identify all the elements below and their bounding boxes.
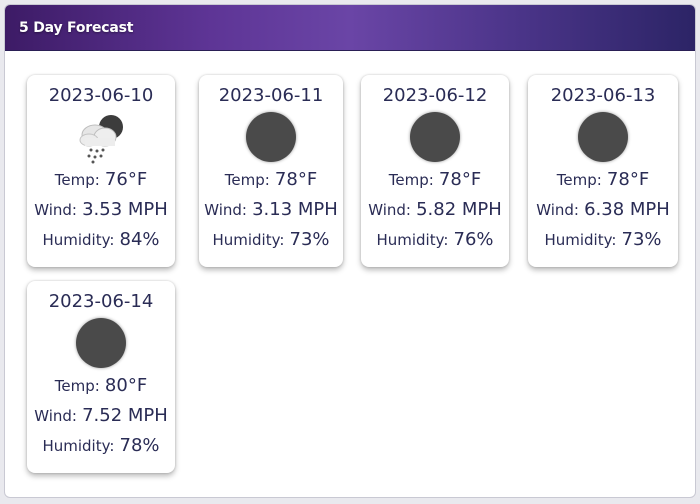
wind-stat: Wind: 3.13 MPH bbox=[199, 195, 343, 225]
forecast-date: 2023-06-14 bbox=[48, 291, 154, 312]
humidity-stat: Humidity: 73% bbox=[528, 225, 678, 255]
temp-stat: Temp: 80°F bbox=[27, 371, 175, 401]
forecast-date: 2023-06-10 bbox=[48, 85, 154, 106]
wind-stat: Wind: 3.53 MPH bbox=[27, 195, 175, 225]
humidity-value: 76% bbox=[453, 229, 494, 250]
temp-label: Temp: bbox=[556, 171, 602, 189]
forecast-date: 2023-06-13 bbox=[550, 85, 656, 106]
humidity-value: 73% bbox=[289, 229, 330, 250]
temp-label: Temp: bbox=[224, 171, 270, 189]
temp-stat: Temp: 76°F bbox=[27, 165, 175, 195]
moon-icon bbox=[246, 112, 296, 162]
forecast-date: 2023-06-11 bbox=[218, 85, 324, 106]
humidity-value: 73% bbox=[621, 229, 662, 250]
temp-stat: Temp: 78°F bbox=[528, 165, 678, 195]
panel-header: 5 Day Forecast bbox=[5, 5, 695, 51]
humidity-value: 78% bbox=[119, 435, 160, 456]
wind-label: Wind: bbox=[34, 407, 77, 425]
humidity-stat: Humidity: 73% bbox=[199, 225, 343, 255]
rain-cloud-night-icon bbox=[79, 115, 123, 164]
wind-value: 6.38 MPH bbox=[584, 199, 670, 220]
temp-label: Temp: bbox=[388, 171, 434, 189]
wind-value: 3.13 MPH bbox=[252, 199, 338, 220]
forecast-card-day-2: 2023-06-11 Temp: 78°F Wind: 3.13 MPH Hum… bbox=[199, 75, 343, 267]
humidity-label: Humidity: bbox=[376, 231, 449, 249]
temp-value: 78°F bbox=[606, 169, 650, 190]
forecast-date: 2023-06-12 bbox=[382, 85, 488, 106]
temp-stat: Temp: 78°F bbox=[361, 165, 509, 195]
wind-label: Wind: bbox=[368, 201, 411, 219]
wind-value: 3.53 MPH bbox=[82, 199, 168, 220]
humidity-label: Humidity: bbox=[42, 231, 115, 249]
temp-value: 78°F bbox=[274, 169, 318, 190]
humidity-stat: Humidity: 76% bbox=[361, 225, 509, 255]
forecast-panel: 5 Day Forecast 2023-06-10 bbox=[4, 4, 696, 498]
wind-stat: Wind: 7.52 MPH bbox=[27, 401, 175, 431]
forecast-card-day-1: 2023-06-10 Temp: bbox=[27, 75, 175, 267]
wind-label: Wind: bbox=[204, 201, 247, 219]
humidity-label: Humidity: bbox=[544, 231, 617, 249]
humidity-label: Humidity: bbox=[42, 437, 115, 455]
humidity-value: 84% bbox=[119, 229, 160, 250]
temp-label: Temp: bbox=[54, 171, 100, 189]
temp-value: 80°F bbox=[104, 375, 148, 396]
temp-label: Temp: bbox=[54, 377, 100, 395]
temp-value: 78°F bbox=[438, 169, 482, 190]
wind-label: Wind: bbox=[34, 201, 77, 219]
temp-stat: Temp: 78°F bbox=[199, 165, 343, 195]
moon-icon bbox=[76, 318, 126, 368]
humidity-stat: Humidity: 84% bbox=[27, 225, 175, 255]
humidity-stat: Humidity: 78% bbox=[27, 431, 175, 461]
forecast-card-day-3: 2023-06-12 Temp: 78°F Wind: 5.82 MPH Hum… bbox=[361, 75, 509, 267]
wind-value: 5.82 MPH bbox=[416, 199, 502, 220]
wind-value: 7.52 MPH bbox=[82, 405, 168, 426]
temp-value: 76°F bbox=[104, 169, 148, 190]
forecast-card-day-4: 2023-06-13 Temp: 78°F Wind: 6.38 MPH Hum… bbox=[528, 75, 678, 267]
moon-icon bbox=[410, 112, 460, 162]
moon-icon bbox=[578, 112, 628, 162]
panel-title: 5 Day Forecast bbox=[19, 19, 134, 36]
wind-label: Wind: bbox=[536, 201, 579, 219]
wind-stat: Wind: 6.38 MPH bbox=[528, 195, 678, 225]
humidity-label: Humidity: bbox=[212, 231, 285, 249]
wind-stat: Wind: 5.82 MPH bbox=[361, 195, 509, 225]
forecast-card-day-5: 2023-06-14 Temp: 80°F Wind: 7.52 MPH Hum… bbox=[27, 281, 175, 473]
